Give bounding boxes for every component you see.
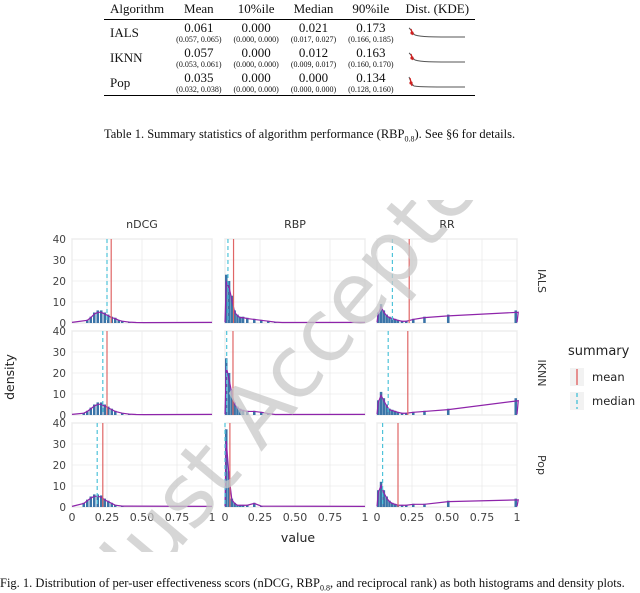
p90-cell: 0.173(0.166, 0.185) [342, 20, 399, 46]
legend-label: median [592, 394, 635, 408]
table-row: Pop 0.035(0.032, 0.038) 0.000(0.000, 0.0… [104, 70, 475, 96]
col-header-mean: Mean [170, 0, 227, 20]
facet-panel [377, 423, 518, 507]
kde-sparkline [399, 70, 475, 96]
table-caption: Table 1. Summary statistics of algorithm… [104, 127, 515, 142]
y-tick-label: 20 [53, 460, 66, 472]
row-facet-label: IALS [535, 269, 548, 293]
col-facet-label: RBP [284, 218, 306, 231]
col-facet-label: nDCG [126, 218, 158, 231]
x-axis-label: value [281, 530, 315, 545]
mean-cell: 0.057(0.053, 0.061) [170, 45, 227, 70]
y-axis-label: density [2, 353, 17, 399]
y-tick-label: 10 [53, 297, 66, 309]
p10-cell: 0.000(0.000, 0.000) [228, 20, 285, 46]
facet-panel [377, 331, 518, 415]
median-cell: 0.021(0.017, 0.027) [285, 20, 342, 46]
y-tick-label: 10 [53, 481, 66, 493]
row-facet-label: Pop [535, 455, 548, 475]
x-tick-label: 0.50 [283, 511, 308, 524]
algorithm-name: IALS [104, 20, 170, 46]
y-tick-label: 30 [53, 439, 66, 451]
facet-panel [72, 239, 212, 323]
table-header-row: Algorithm Mean 10%ile Median 90%ile Dist… [104, 0, 475, 20]
x-tick-label: 0.50 [435, 511, 460, 524]
stats-table: Algorithm Mean 10%ile Median 90%ile Dist… [104, 0, 475, 96]
x-tick-label: 1 [514, 511, 521, 524]
y-tick-label: 30 [53, 255, 66, 267]
table-row: IKNN 0.057(0.053, 0.061) 0.000(0.000, 0.… [104, 45, 475, 70]
legend-title: summary [568, 344, 630, 359]
col-header-median: Median [285, 0, 342, 20]
facet-panel [72, 331, 212, 415]
mean-cell: 0.061(0.057, 0.065) [170, 20, 227, 46]
kde-sparkline [399, 45, 475, 70]
algorithm-name: IKNN [104, 45, 170, 70]
y-tick-label: 40 [53, 418, 66, 430]
y-tick-label: 10 [53, 389, 66, 401]
kde-sparkline [399, 20, 475, 46]
algorithm-name: Pop [104, 70, 170, 96]
p90-cell: 0.134(0.128, 0.160) [342, 70, 399, 96]
col-header-algorithm: Algorithm [104, 0, 170, 20]
legend: summary mean median [568, 344, 635, 410]
y-tick-label: 30 [53, 347, 66, 359]
table-row: IALS 0.061(0.057, 0.065) 0.000(0.000, 0.… [104, 20, 475, 46]
y-tick-label: 40 [53, 234, 66, 246]
x-tick-label: 0.25 [400, 511, 425, 524]
row-facet-label: IKNN [535, 360, 548, 387]
p10-cell: 0.000(0.000, 0.000) [228, 45, 285, 70]
y-tick-label: 0 [59, 502, 66, 514]
x-tick-label: 0.25 [248, 511, 273, 524]
y-tick-label: 20 [53, 368, 66, 380]
col-header-p10: 10%ile [228, 0, 285, 20]
col-header-kde: Dist. (KDE) [399, 0, 475, 20]
x-tick-label: 0 [69, 511, 76, 524]
col-header-p90: 90%ile [342, 0, 399, 20]
x-tick-label: 1 [362, 511, 369, 524]
x-tick-label: 0.75 [470, 511, 495, 524]
legend-label: mean [592, 370, 625, 384]
y-tick-label: 20 [53, 276, 66, 288]
p90-cell: 0.163(0.160, 0.170) [342, 45, 399, 70]
x-tick-label: 0 [374, 511, 381, 524]
x-tick-label: 0.75 [318, 511, 343, 524]
y-tick-label: 40 [53, 326, 66, 338]
p10-cell: 0.000(0.000, 0.000) [228, 70, 285, 96]
figure-caption: Fig. 1. Distribution of per-user effecti… [0, 576, 625, 591]
mean-cell: 0.035(0.032, 0.038) [170, 70, 227, 96]
median-cell: 0.012(0.009, 0.017) [285, 45, 342, 70]
median-cell: 0.000(0.000, 0.000) [285, 70, 342, 96]
